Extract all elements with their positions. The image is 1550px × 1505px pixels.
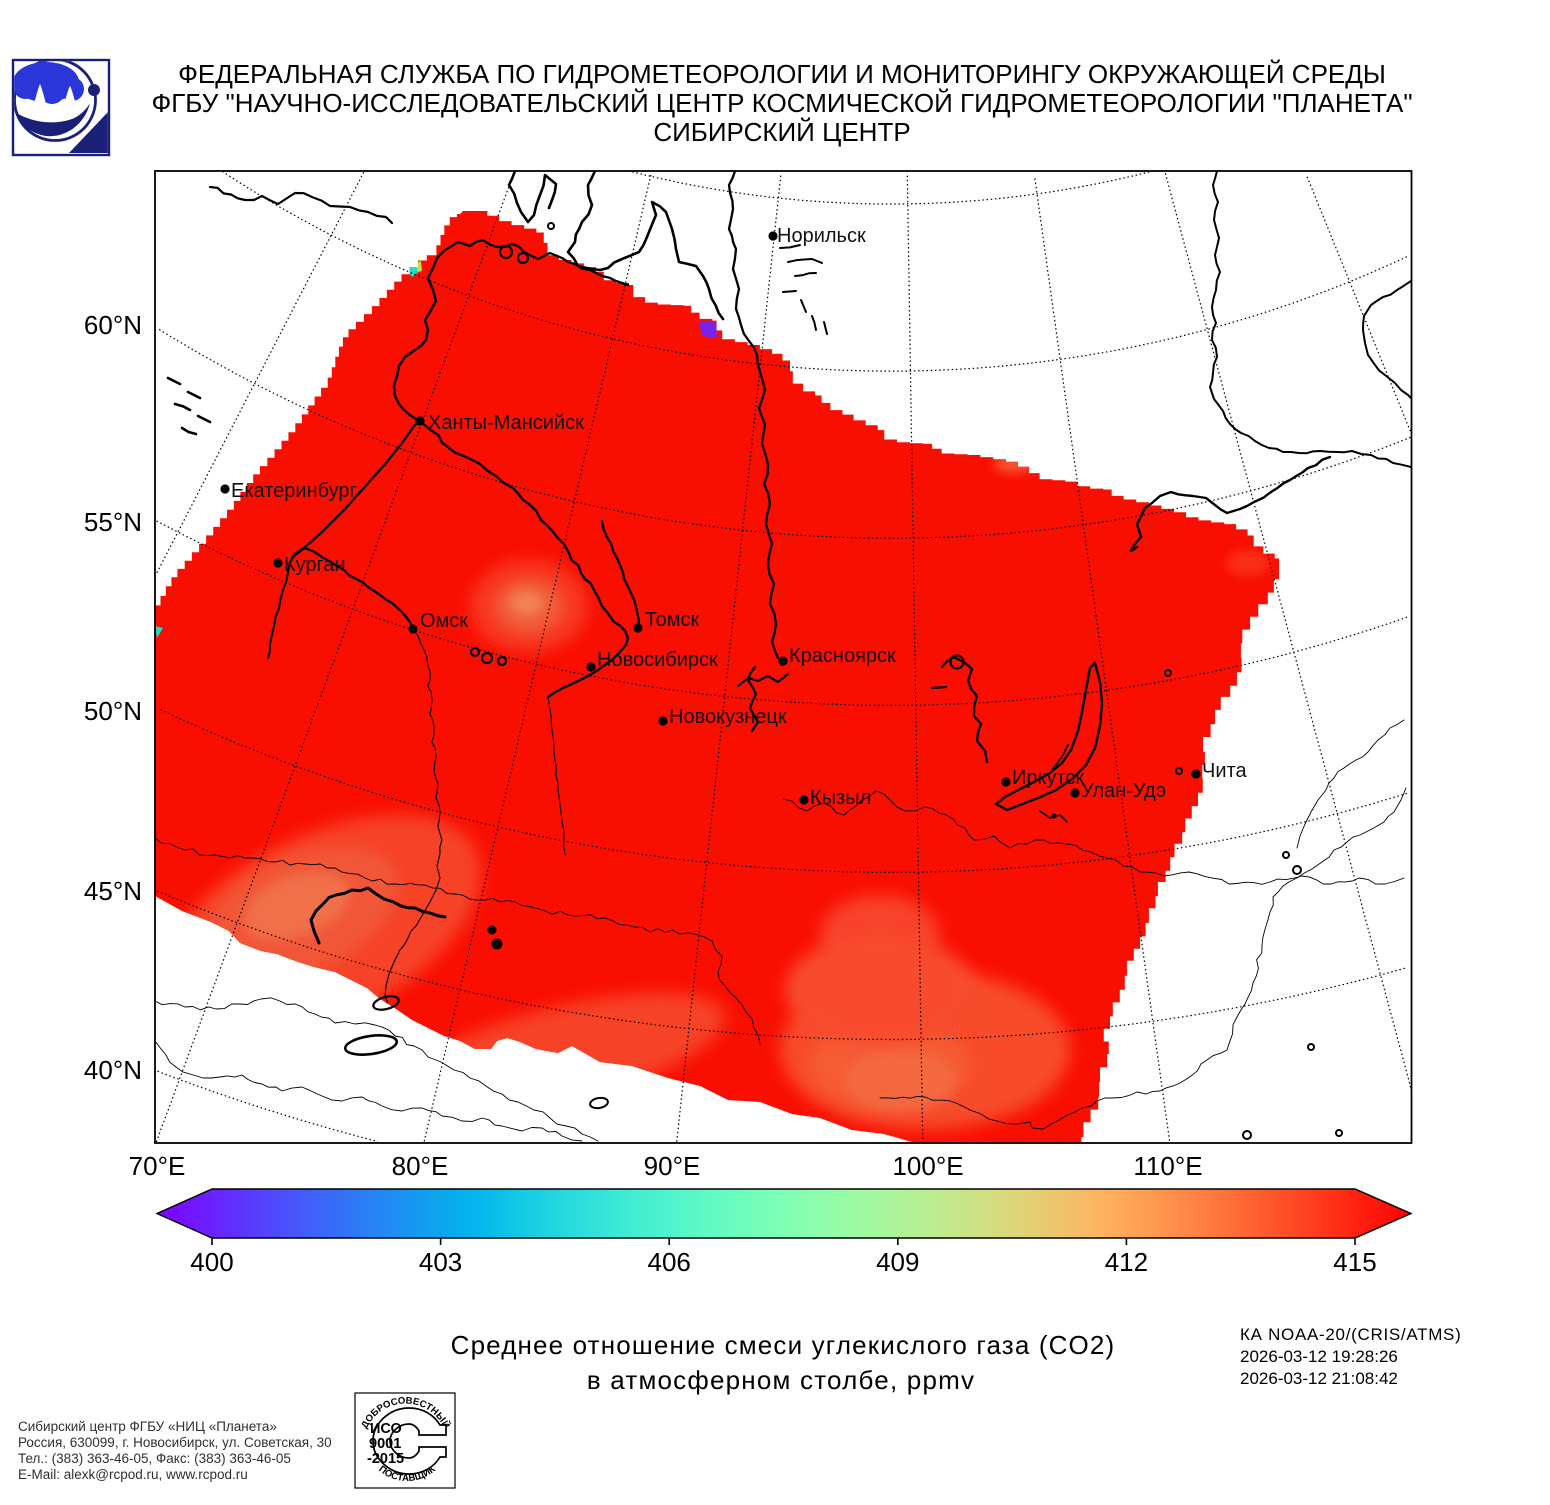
svg-text:100°E: 100°E — [892, 1151, 963, 1181]
svg-text:КА NOAA-20/(CRIS/ATMS): КА NOAA-20/(CRIS/ATMS) — [1240, 1325, 1461, 1344]
svg-text:90°E: 90°E — [644, 1151, 701, 1181]
svg-text:Среднее отношение смеси углеки: Среднее отношение смеси углекислого газа… — [451, 1330, 1116, 1360]
svg-text:ИСО: ИСО — [370, 1421, 402, 1437]
svg-text:Россия, 630099, г. Новосибирск: Россия, 630099, г. Новосибирск, ул. Сове… — [18, 1435, 332, 1450]
svg-text:Новокузнецк: Новокузнецк — [669, 706, 787, 728]
svg-text:45°N: 45°N — [84, 876, 142, 906]
svg-text:Кызыл: Кызыл — [810, 787, 871, 809]
svg-text:E-Mail: alexk@rcpod.ru, www.rc: E-Mail: alexk@rcpod.ru, www.rcpod.ru — [18, 1467, 248, 1482]
svg-text:СИБИРСКИЙ ЦЕНТР: СИБИРСКИЙ ЦЕНТР — [653, 117, 910, 147]
svg-text:409: 409 — [876, 1247, 919, 1277]
svg-text:в атмосферном столбе, ppmv: в атмосферном столбе, ppmv — [587, 1365, 975, 1395]
svg-text:2026-03-12 21:08:42: 2026-03-12 21:08:42 — [1240, 1369, 1398, 1388]
svg-text:60°N: 60°N — [84, 310, 142, 340]
svg-text:412: 412 — [1105, 1247, 1148, 1277]
svg-text:110°E: 110°E — [1133, 1151, 1202, 1181]
svg-text:Сибирский центр ФГБУ «НИЦ «Пла: Сибирский центр ФГБУ «НИЦ «Планета» — [18, 1419, 277, 1434]
svg-text:403: 403 — [419, 1247, 462, 1277]
svg-text:ФЕДЕРАЛЬНАЯ СЛУЖБА ПО ГИДРОМЕТ: ФЕДЕРАЛЬНАЯ СЛУЖБА ПО ГИДРОМЕТЕОРОЛОГИИ … — [178, 59, 1386, 89]
svg-text:Улан-Удэ: Улан-Удэ — [1081, 780, 1166, 802]
svg-text:-2015: -2015 — [367, 1451, 404, 1467]
svg-text:Курган: Курган — [284, 554, 346, 576]
svg-text:80°E: 80°E — [392, 1151, 449, 1181]
svg-text:9001: 9001 — [369, 1436, 401, 1452]
svg-text:Норильск: Норильск — [777, 225, 866, 247]
svg-text:Новосибирск: Новосибирск — [597, 649, 718, 671]
svg-text:Чита: Чита — [1202, 760, 1247, 782]
svg-text:ФГБУ "НАУЧНО-ИССЛЕДОВАТЕЛЬСКИЙ: ФГБУ "НАУЧНО-ИССЛЕДОВАТЕЛЬСКИЙ ЦЕНТР КОС… — [151, 88, 1412, 118]
svg-text:Омск: Омск — [420, 610, 468, 632]
svg-text:40°N: 40°N — [84, 1055, 142, 1085]
svg-text:406: 406 — [648, 1247, 691, 1277]
svg-text:Ханты-Мансийск: Ханты-Мансийск — [428, 412, 584, 434]
svg-text:Екатеринбург: Екатеринбург — [231, 480, 357, 502]
svg-text:50°N: 50°N — [84, 696, 142, 726]
svg-text:Красноярск: Красноярск — [789, 645, 896, 667]
svg-text:55°N: 55°N — [84, 507, 142, 537]
svg-text:Тел.: (383) 363-46-05, Факс: (: Тел.: (383) 363-46-05, Факс: (383) 363-4… — [18, 1451, 291, 1466]
svg-text:400: 400 — [190, 1247, 233, 1277]
svg-text:Иркутск: Иркутск — [1012, 767, 1084, 789]
svg-text:70°E: 70°E — [129, 1151, 186, 1181]
svg-text:415: 415 — [1333, 1247, 1376, 1277]
svg-text:Томск: Томск — [645, 609, 700, 631]
svg-text:2026-03-12 19:28:26: 2026-03-12 19:28:26 — [1240, 1347, 1398, 1366]
